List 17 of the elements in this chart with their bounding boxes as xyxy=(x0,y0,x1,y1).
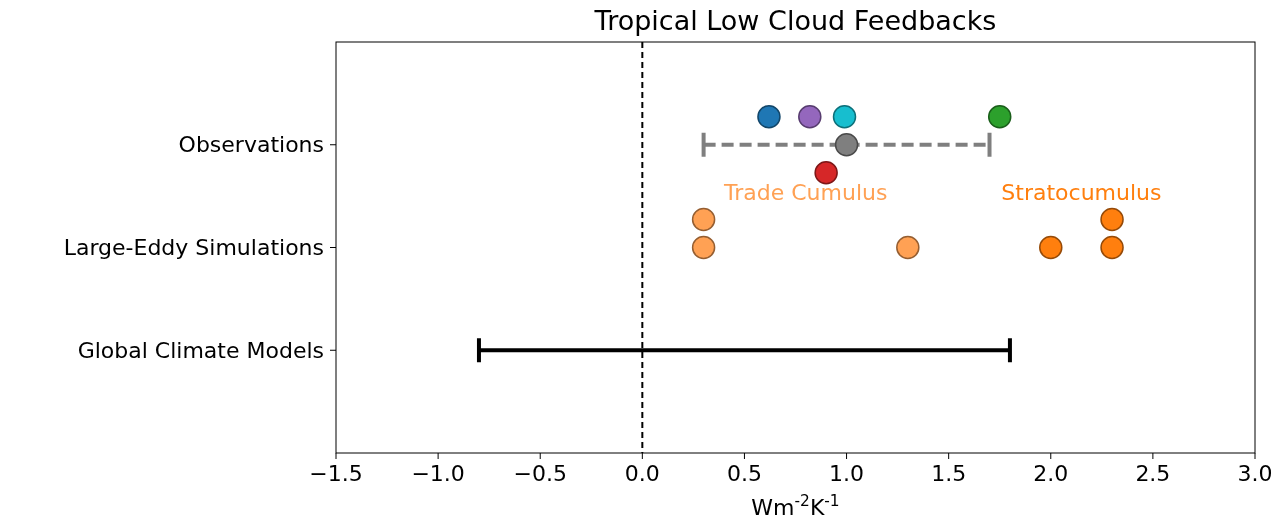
x-tick-label: 0.5 xyxy=(726,461,762,486)
y-tick-label: Large-Eddy Simulations xyxy=(63,235,324,261)
x-tick-label: 2.0 xyxy=(1033,461,1069,486)
x-tick-label: 3.0 xyxy=(1237,461,1273,486)
x-tick-label: −1.0 xyxy=(411,461,465,486)
chart-title: Tropical Low Cloud Feedbacks xyxy=(593,5,997,36)
y-tick-label: Global Climate Models xyxy=(77,337,324,363)
x-tick-label: 0.0 xyxy=(624,461,660,486)
y-tick-label: Observations xyxy=(178,132,324,158)
x-tick-label: 1.0 xyxy=(829,461,865,486)
series-label: Trade Cumulus xyxy=(723,180,888,206)
x-tick-label: 1.5 xyxy=(931,461,967,486)
series-label: Stratocumulus xyxy=(1001,180,1162,206)
x-tick-label: −1.5 xyxy=(309,461,363,486)
x-tick-label: −0.5 xyxy=(513,461,567,486)
x-tick-label: 2.5 xyxy=(1135,461,1171,486)
x-axis-title: Wm$^{-2}$K$^{-1}$ xyxy=(751,492,840,520)
